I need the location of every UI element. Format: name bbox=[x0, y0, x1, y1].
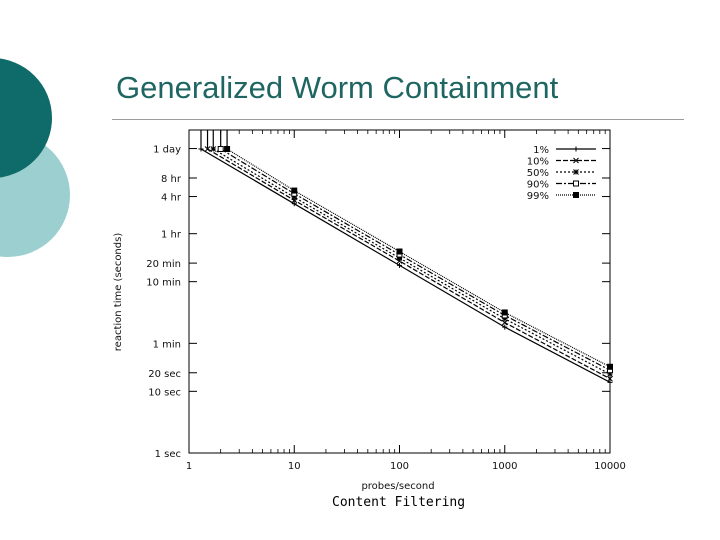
legend-marker bbox=[573, 157, 579, 164]
data-point bbox=[607, 379, 613, 385]
data-point bbox=[217, 146, 224, 153]
legend-marker bbox=[573, 146, 579, 152]
y-tick-label: 8 hr bbox=[161, 174, 182, 185]
data-point bbox=[501, 315, 508, 322]
legend-marker bbox=[573, 169, 579, 175]
x-tick-label: 1 bbox=[186, 461, 192, 472]
data-point bbox=[224, 146, 231, 153]
series-5 bbox=[224, 130, 613, 370]
data-point bbox=[210, 146, 217, 152]
series-4 bbox=[217, 130, 613, 374]
legend-marker bbox=[573, 180, 579, 187]
legend-label: 50% bbox=[527, 168, 549, 179]
chart-caption: Content Filtering bbox=[332, 495, 466, 510]
data-point bbox=[291, 194, 298, 201]
data-point bbox=[607, 371, 613, 377]
x-tick-label: 10 bbox=[288, 461, 301, 472]
x-tick-label: 100 bbox=[390, 461, 409, 472]
x-tick-label: 1000 bbox=[492, 461, 517, 472]
data-point bbox=[607, 363, 613, 370]
legend-label: 90% bbox=[527, 180, 549, 191]
title-divider bbox=[112, 119, 684, 120]
y-tick-label: 1 hr bbox=[161, 230, 182, 241]
legend-label: 1% bbox=[533, 145, 549, 156]
data-point bbox=[397, 262, 402, 268]
data-point bbox=[501, 309, 508, 316]
axes: 1 10 100 1000 10000 1 sec 10 sec 20 sec 1 min 10 … bbox=[146, 129, 626, 472]
y-tick-label: 10 min bbox=[146, 278, 181, 289]
series-2 bbox=[204, 130, 613, 382]
series-3 bbox=[210, 130, 613, 377]
y-tick-label: 20 sec bbox=[148, 369, 181, 380]
data-point bbox=[396, 255, 403, 261]
legend-marker bbox=[573, 192, 579, 198]
x-tick-label: 10000 bbox=[594, 461, 626, 472]
y-tick-label: 4 hr bbox=[161, 193, 182, 204]
y-tick-label: 1 min bbox=[153, 339, 181, 350]
y-tick-label: 1 sec bbox=[155, 449, 181, 460]
legend-label: 10% bbox=[527, 157, 549, 168]
decor-circle-dark bbox=[0, 58, 52, 178]
x-axis-label: probes/second bbox=[361, 481, 434, 492]
series-line bbox=[207, 148, 611, 380]
slide-title: Generalized Worm Containment bbox=[116, 70, 559, 105]
series-line bbox=[212, 148, 611, 375]
data-point bbox=[198, 146, 204, 152]
data-point bbox=[291, 201, 297, 207]
y-axis-label: reaction time (seconds) bbox=[113, 233, 124, 352]
legend-label: 99% bbox=[527, 191, 549, 202]
y-tick-label: 10 sec bbox=[148, 387, 181, 398]
series-1 bbox=[198, 130, 613, 385]
legend: 1%10%50%90%99% bbox=[527, 145, 596, 202]
y-tick-label: 20 min bbox=[146, 259, 181, 270]
series-line bbox=[220, 148, 611, 371]
data-point bbox=[607, 375, 613, 382]
data-point bbox=[204, 146, 211, 152]
data-point bbox=[502, 324, 508, 330]
data-point bbox=[291, 187, 298, 194]
series-line bbox=[226, 148, 611, 368]
series-layer bbox=[198, 130, 613, 385]
data-point bbox=[396, 248, 403, 255]
y-tick-label: 1 day bbox=[153, 145, 181, 156]
